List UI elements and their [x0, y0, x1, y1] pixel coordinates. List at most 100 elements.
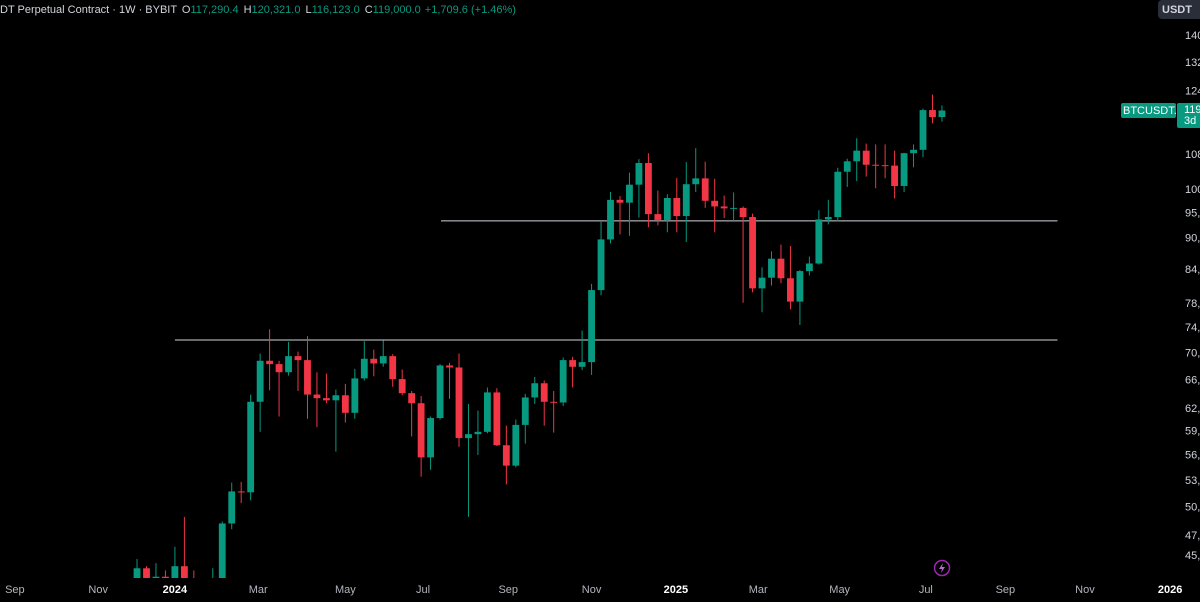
ohlc-label: O [182, 4, 191, 16]
price-tag-price: 119,000.0 [1184, 104, 1200, 116]
candle-body [313, 394, 321, 399]
y-tick-label: 59,000.0 [1185, 426, 1200, 438]
candle-body [938, 110, 946, 118]
x-tick-label: May [829, 584, 850, 596]
candle-body [900, 153, 908, 187]
currency-button[interactable] [1158, 0, 1200, 19]
candle-body [730, 207, 738, 209]
x-tick-label: Nov [1075, 584, 1095, 596]
plot-area [133, 94, 1058, 578]
candle-body [304, 360, 311, 395]
ohlc-label: H [244, 4, 252, 16]
x-tick-label: Sep [5, 584, 25, 596]
candle-body [758, 277, 766, 289]
x-tick-label: Nov [582, 584, 602, 596]
candle-body [597, 239, 605, 291]
price-tag-countdown: 3d [1184, 115, 1196, 127]
candle-body [654, 214, 662, 220]
candle-body [607, 199, 614, 240]
candle-body [862, 150, 870, 165]
candle-body [360, 358, 368, 379]
y-tick-label: 100,000.0 [1185, 184, 1200, 196]
candle-body [550, 401, 558, 403]
ohlc-value: 117,290.4 [190, 4, 238, 16]
candle-body [323, 398, 330, 401]
candle-body [512, 424, 520, 466]
candle-body [853, 150, 861, 162]
candle-body [843, 161, 851, 172]
x-tick-label: May [335, 584, 356, 596]
candle-body [294, 356, 302, 361]
x-tick-label: 2024 [163, 584, 188, 596]
y-tick-label: 108,000.0 [1185, 149, 1200, 161]
candle-body [663, 197, 671, 220]
symbol-info: DT Perpetual Contract · 1W · BYBIT [0, 4, 177, 16]
x-tick-label: 2025 [664, 584, 688, 596]
ohlc-value: 119,000.0 [373, 4, 421, 16]
candle-body [540, 383, 548, 402]
candle-body [692, 178, 700, 185]
candle-body [891, 165, 899, 187]
event-icon-bolt [939, 563, 945, 573]
candle-body [673, 197, 681, 217]
y-tick-label: 66,000.0 [1185, 374, 1200, 386]
candle-body [815, 219, 823, 264]
candle-body [919, 110, 927, 150]
candle-body [427, 418, 434, 458]
axes: 140,000.0132,000.0124,000.0116,000.0108,… [5, 30, 1200, 596]
price-tag [1177, 103, 1200, 128]
candle-body [881, 165, 889, 167]
candle-body [635, 163, 643, 185]
y-tick-label: 84,000.0 [1185, 264, 1200, 276]
candle-body [398, 379, 406, 394]
candle-body [465, 434, 472, 439]
candle-body [379, 356, 387, 364]
candle-body [521, 397, 529, 425]
change: +1,709.6 (+1.46%) [425, 4, 516, 16]
candle-body [237, 491, 245, 493]
candle-body [720, 206, 728, 209]
candle-body [247, 401, 255, 493]
candle-body [493, 392, 501, 446]
candle-body [218, 523, 226, 578]
x-tick-label: Sep [996, 584, 1016, 596]
candle-body [701, 178, 709, 201]
ohlc-value: 120,321.0 [252, 4, 301, 16]
event-icon[interactable] [933, 559, 951, 577]
candle-body [502, 445, 510, 466]
candle-body [578, 362, 586, 367]
x-tick-label: Jul [919, 584, 933, 596]
y-tick-label: 62,000.0 [1185, 403, 1200, 415]
candle-body [559, 360, 567, 403]
candle-body [644, 163, 652, 215]
candle-body [626, 184, 633, 203]
candle-body [768, 258, 775, 278]
y-tick-label: 70,000.0 [1185, 347, 1200, 359]
candle-body [436, 365, 444, 419]
candle-body [834, 171, 842, 218]
y-tick-label: 90,000.0 [1185, 232, 1200, 244]
ohlc-value: 116,123.0 [312, 4, 360, 16]
candle-body [777, 258, 785, 279]
candle-body [711, 200, 719, 207]
candle-body [408, 393, 416, 404]
candle-body [389, 356, 397, 380]
y-tick-label: 47,000.0 [1185, 530, 1200, 542]
candle-body [474, 431, 482, 435]
candle-body [133, 568, 141, 578]
symbol-tag [1121, 103, 1176, 118]
legend-header: DT Perpetual Contract · 1W · BYBIT O117,2… [0, 4, 516, 16]
y-tick-label: 132,000.0 [1185, 57, 1200, 69]
candle-body [588, 290, 595, 363]
candle-body [483, 392, 491, 432]
candle-body [749, 217, 756, 289]
candle-body [455, 367, 463, 439]
candle-body [370, 358, 378, 364]
y-tick-label: 50,000.0 [1185, 502, 1200, 514]
candle-body [569, 360, 577, 367]
y-tick-label: 53,000.0 [1185, 475, 1200, 487]
candle-body [266, 360, 274, 365]
